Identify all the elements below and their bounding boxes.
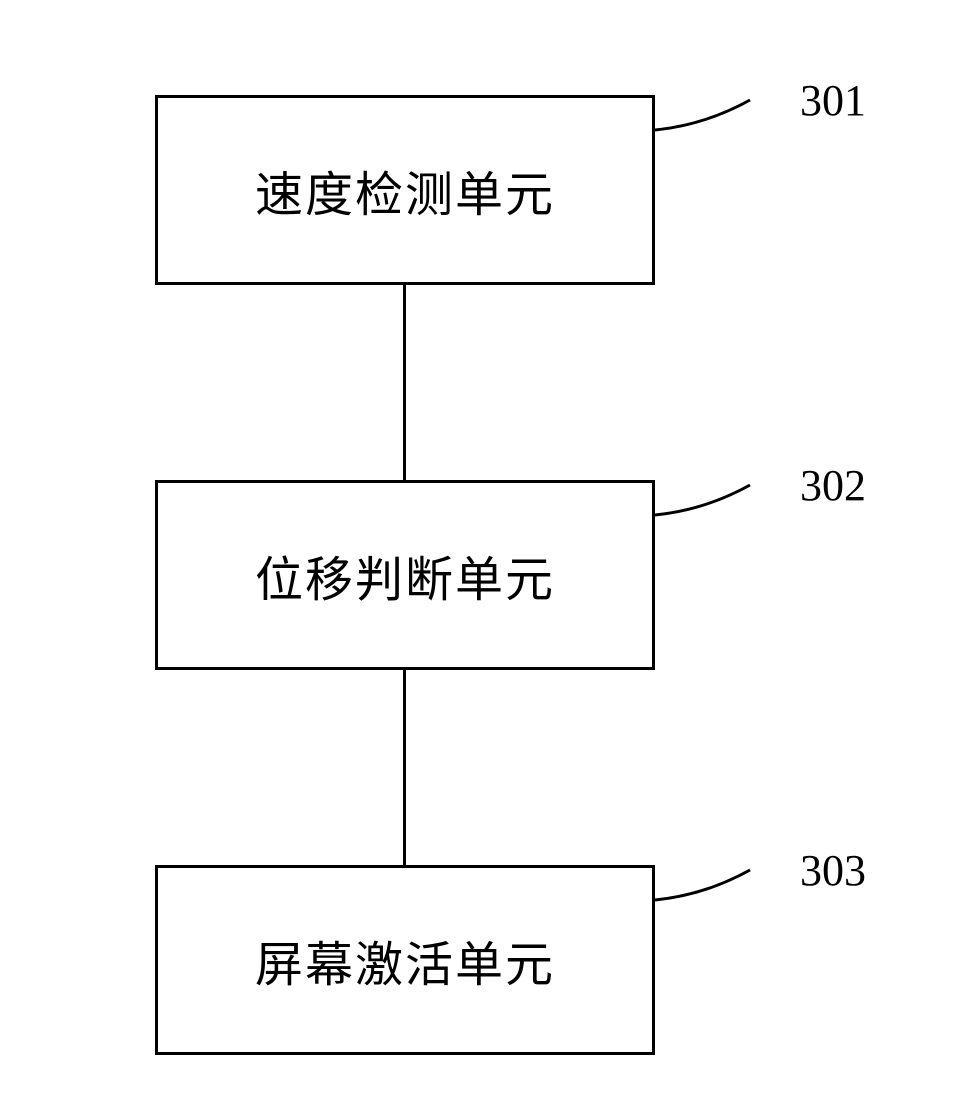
node-displacement-judge: 位移判断单元 — [155, 480, 655, 670]
connector-2-3 — [403, 670, 406, 865]
leader-line-302 — [655, 480, 805, 560]
ref-label-301: 301 — [800, 75, 866, 126]
node-speed-detection: 速度检测单元 — [155, 95, 655, 285]
node-screen-activate: 屏幕激活单元 — [155, 865, 655, 1055]
ref-label-302: 302 — [800, 460, 866, 511]
node-screen-activate-label: 屏幕激活单元 — [255, 925, 555, 995]
connector-1-2 — [403, 285, 406, 480]
node-displacement-judge-label: 位移判断单元 — [255, 540, 555, 610]
ref-label-303: 303 — [800, 845, 866, 896]
leader-line-303 — [655, 865, 805, 945]
leader-line-301 — [655, 95, 805, 175]
node-speed-detection-label: 速度检测单元 — [255, 155, 555, 225]
